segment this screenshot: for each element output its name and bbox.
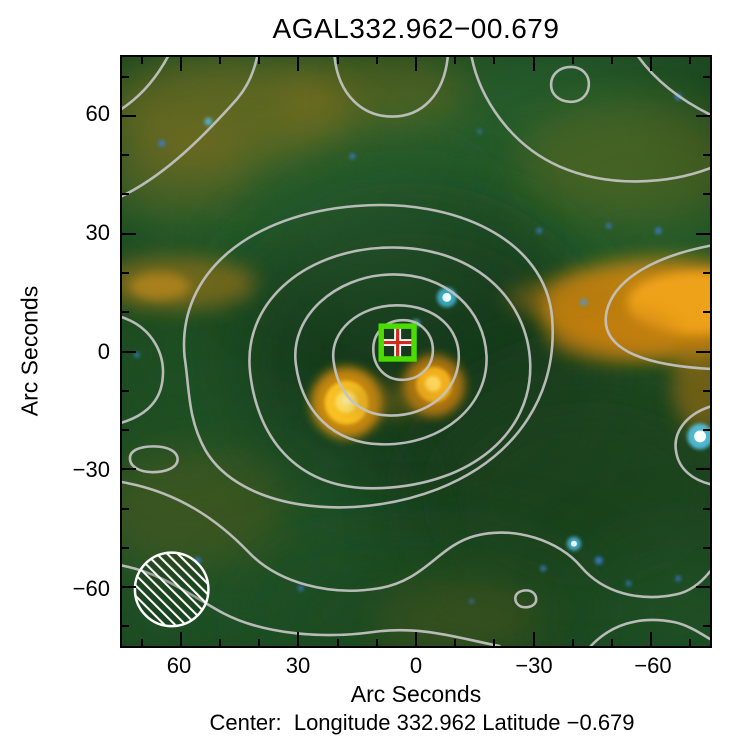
axis-tick bbox=[611, 57, 613, 64]
axis-tick bbox=[219, 639, 221, 646]
axis-tick bbox=[122, 115, 136, 117]
axis-tick bbox=[703, 311, 710, 313]
y-tick-label: 30 bbox=[85, 220, 110, 245]
axis-tick bbox=[337, 57, 339, 64]
axis-tick bbox=[611, 639, 613, 646]
axis-tick bbox=[415, 632, 417, 646]
sky-image bbox=[122, 57, 710, 646]
axis-tick bbox=[376, 57, 378, 64]
axis-tick bbox=[650, 632, 652, 646]
axis-tick bbox=[703, 272, 710, 274]
axis-tick bbox=[122, 586, 136, 588]
contour-path bbox=[589, 618, 710, 646]
axis-tick bbox=[297, 57, 299, 71]
x-tick-label: 60 bbox=[166, 653, 192, 678]
axis-tick bbox=[650, 57, 652, 71]
axis-tick bbox=[376, 639, 378, 646]
marker-square bbox=[378, 323, 417, 362]
axis-tick bbox=[122, 351, 136, 353]
beam-size-circle bbox=[133, 551, 210, 628]
y-tick-label: −30 bbox=[72, 457, 110, 482]
axis-tick bbox=[454, 57, 456, 64]
axis-tick bbox=[703, 154, 710, 156]
contour-path bbox=[248, 246, 532, 490]
axis-tick bbox=[703, 193, 710, 195]
axis-tick bbox=[703, 429, 710, 431]
x-tick-label: 30 bbox=[285, 653, 311, 678]
contour-path bbox=[294, 273, 488, 446]
axis-tick bbox=[703, 625, 710, 627]
contour-path bbox=[371, 318, 435, 382]
axis-tick bbox=[703, 76, 710, 78]
axis-tick bbox=[703, 547, 710, 549]
axis-tick bbox=[122, 429, 129, 431]
contour-path bbox=[674, 405, 710, 486]
axis-tick bbox=[493, 639, 495, 646]
contour-path bbox=[333, 57, 450, 118]
axis-tick bbox=[572, 639, 574, 646]
axis-tick bbox=[689, 639, 691, 646]
plot-frame bbox=[120, 55, 712, 648]
contour-path bbox=[122, 315, 165, 424]
axis-tick bbox=[533, 632, 535, 646]
axis-tick bbox=[533, 57, 535, 71]
figure-title: AGAL332.962−00.679 bbox=[272, 13, 560, 44]
axis-tick bbox=[122, 311, 129, 313]
contour-path bbox=[604, 244, 710, 371]
y-tick-label: 0 bbox=[97, 339, 110, 364]
axis-tick bbox=[122, 233, 136, 235]
axis-tick bbox=[258, 639, 260, 646]
axis-tick bbox=[703, 508, 710, 510]
contour-path bbox=[182, 203, 554, 509]
contour-path bbox=[122, 57, 169, 110]
source-marker bbox=[378, 323, 417, 362]
axis-tick bbox=[696, 351, 710, 353]
contour-path bbox=[128, 445, 179, 474]
axis-tick bbox=[219, 57, 221, 64]
axis-tick bbox=[122, 76, 129, 78]
axis-tick bbox=[297, 632, 299, 646]
axis-tick bbox=[122, 193, 129, 195]
axis-tick bbox=[122, 154, 129, 156]
contour-path bbox=[331, 304, 461, 417]
axis-tick bbox=[122, 547, 129, 549]
axis-tick bbox=[696, 586, 710, 588]
axis-tick bbox=[689, 57, 691, 64]
y-tick-label: −60 bbox=[72, 576, 110, 601]
axis-tick bbox=[180, 57, 182, 71]
orange-emission-regions bbox=[122, 57, 710, 646]
axis-tick bbox=[141, 639, 143, 646]
axis-tick bbox=[258, 57, 260, 64]
axis-tick bbox=[696, 233, 710, 235]
axis-tick bbox=[337, 639, 339, 646]
contour-path bbox=[549, 65, 591, 104]
y-tick-label: 60 bbox=[85, 101, 110, 126]
central-yellow-blobs bbox=[310, 354, 465, 439]
x-tick-label: 0 bbox=[409, 653, 423, 678]
axis-tick bbox=[180, 632, 182, 646]
axis-tick bbox=[696, 115, 710, 117]
axis-tick bbox=[122, 468, 136, 470]
axis-tick bbox=[122, 508, 129, 510]
contour-path bbox=[122, 57, 259, 198]
axis-tick bbox=[122, 625, 129, 627]
axis-tick bbox=[703, 390, 710, 392]
axis-tick bbox=[122, 272, 129, 274]
axis-tick bbox=[493, 57, 495, 64]
axis-tick bbox=[454, 639, 456, 646]
axis-tick bbox=[122, 390, 129, 392]
contour-path bbox=[514, 589, 538, 609]
center-coordinates-caption: Center: Longitude 332.962 Latitude −0.67… bbox=[209, 710, 635, 735]
x-axis-label: Arc Seconds bbox=[350, 681, 482, 707]
axis-tick bbox=[141, 57, 143, 64]
axis-tick bbox=[572, 57, 574, 64]
axis-tick bbox=[696, 468, 710, 470]
x-tick-label: −30 bbox=[515, 653, 553, 678]
contour-path bbox=[637, 57, 710, 116]
axis-tick bbox=[415, 57, 417, 71]
x-tick-label: −60 bbox=[634, 653, 672, 678]
contour-path bbox=[122, 480, 710, 599]
contour-path bbox=[470, 57, 710, 183]
